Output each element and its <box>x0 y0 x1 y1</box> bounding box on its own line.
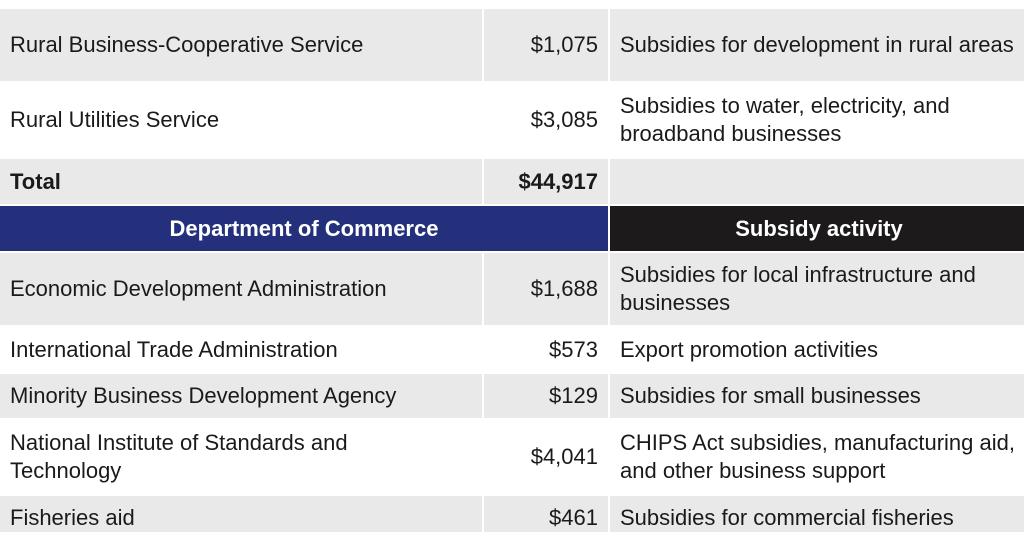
total-row: Total $44,917 <box>0 159 1024 206</box>
activity-text: Subsidies to water, electricity, and bro… <box>610 83 1024 157</box>
agency-name: Economic Development Administration <box>0 253 484 325</box>
agency-name: Rural Business-Cooperative Service <box>0 9 484 81</box>
department-header: Department of Commerce <box>0 206 610 251</box>
section-header: Department of Commerce Subsidy activity <box>0 206 1024 253</box>
amount-value: $573 <box>484 327 610 372</box>
activity-text: Subsidies for commercial fisheries <box>610 496 1024 532</box>
table-row: Fisheries aid $461 Subsidies for commerc… <box>0 496 1024 542</box>
activity-text: Export promotion activities <box>610 327 1024 372</box>
amount-value: $3,085 <box>484 83 610 157</box>
agency-name: International Trade Administration <box>0 327 484 372</box>
activity-text: Subsidies for development in rural areas <box>610 9 1024 81</box>
table-row: National Institute of Standards and Tech… <box>0 420 1024 496</box>
total-label: Total <box>0 159 484 204</box>
table-row: Economic Development Administration $1,6… <box>0 253 1024 327</box>
amount-value: $1,688 <box>484 253 610 325</box>
amount-value: $129 <box>484 374 610 418</box>
table-row: Rural Utilities Service $3,085 Subsidies… <box>0 83 1024 159</box>
activity-text: Subsidies for small businesses <box>610 374 1024 418</box>
total-activity <box>610 159 1024 204</box>
table-row: Minority Business Development Agency $12… <box>0 374 1024 420</box>
activity-text: Subsidies for local infrastructure and b… <box>610 253 1024 325</box>
amount-value: $1,075 <box>484 9 610 81</box>
agency-name: Fisheries aid <box>0 496 484 532</box>
agency-name: National Institute of Standards and Tech… <box>0 420 484 494</box>
table-row: Rural Business-Cooperative Service $1,07… <box>0 9 1024 83</box>
total-amount: $44,917 <box>484 159 610 204</box>
amount-value: $4,041 <box>484 420 610 494</box>
amount-value: $461 <box>484 496 610 532</box>
agency-name: Rural Utilities Service <box>0 83 484 157</box>
agency-name: Minority Business Development Agency <box>0 374 484 418</box>
activity-header: Subsidy activity <box>610 206 1024 251</box>
table-row: International Trade Administration $573 … <box>0 327 1024 374</box>
activity-text: CHIPS Act subsidies, manufacturing aid, … <box>610 420 1024 494</box>
top-gap <box>0 0 1024 9</box>
